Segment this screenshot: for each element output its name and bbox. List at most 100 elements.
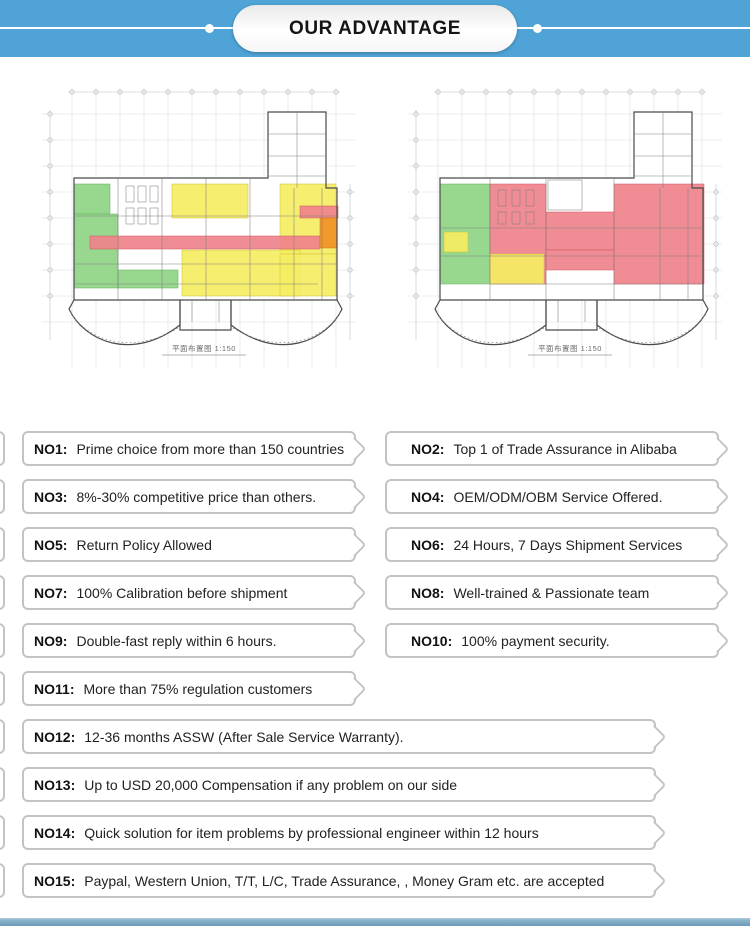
advantage-item-no2: NO2: Top 1 of Trade Assurance in Alibaba xyxy=(385,431,730,466)
advantage-item-no12: NO12: 12-36 months ASSW (After Sale Serv… xyxy=(22,719,667,754)
advantage-text: Top 1 of Trade Assurance in Alibaba xyxy=(453,440,677,457)
floor-plan-left: 平面布置图 1:150 xyxy=(42,88,356,368)
colon: : xyxy=(447,632,453,649)
advantage-number: NO11 xyxy=(34,680,70,697)
arrow-right-icon xyxy=(342,628,367,653)
advantage-number: NO15 xyxy=(34,872,71,889)
advantage-number: NO4 xyxy=(411,488,440,505)
arrow-right-icon xyxy=(705,580,730,605)
cutoff-box-fragment xyxy=(0,623,5,658)
advantage-text: Return Policy Allowed xyxy=(76,536,212,553)
arrow-right-icon xyxy=(642,868,667,893)
colon: : xyxy=(70,824,76,841)
dimension-markers xyxy=(413,89,719,340)
colon: : xyxy=(70,872,76,889)
advantage-item-no3: NO3: 8%-30% competitive price than other… xyxy=(22,479,367,514)
page-title: OUR ADVANTAGE xyxy=(288,17,462,39)
arrow-right-icon xyxy=(342,484,367,509)
advantage-text: Up to USD 20,000 Compensation if any pro… xyxy=(84,776,458,793)
plan-caption: 平面布置图 1:150 xyxy=(538,343,602,353)
footer-bar xyxy=(0,918,750,926)
advantage-item-no8: NO8: Well-trained & Passionate team xyxy=(385,575,730,610)
arrow-right-icon xyxy=(705,436,730,461)
colon: : xyxy=(439,488,445,505)
advantage-item-no13: NO13: Up to USD 20,000 Compensation if a… xyxy=(22,767,667,802)
advantage-banner: OUR ADVANTAGE xyxy=(0,0,750,57)
colon: : xyxy=(439,536,445,553)
colon: : xyxy=(70,728,76,745)
advantage-item-no1: NO1: Prime choice from more than 150 cou… xyxy=(22,431,367,466)
advantage-number: NO7 xyxy=(34,584,63,601)
arrow-right-icon xyxy=(705,532,730,557)
advantage-text: Double-fast reply within 6 hours. xyxy=(76,632,277,649)
advantage-text: 100% payment security. xyxy=(461,632,610,649)
entrance-fan-wings xyxy=(434,299,709,346)
highlight-zones xyxy=(439,179,705,285)
cutoff-box-fragment xyxy=(0,431,5,466)
arrow-right-icon xyxy=(342,580,367,605)
cutoff-box-fragment xyxy=(0,575,5,610)
advantage-item-no9: NO9: Double-fast reply within 6 hours. xyxy=(22,623,367,658)
highlight-zones xyxy=(73,183,339,297)
advantage-item-no6: NO6: 24 Hours, 7 Days Shipment Services xyxy=(385,527,730,562)
advantage-number: NO3 xyxy=(34,488,63,505)
room-partitions xyxy=(440,112,703,300)
cutoff-box-fragment xyxy=(0,671,5,706)
advantage-number: NO10 xyxy=(411,632,448,649)
advantage-number: NO9 xyxy=(34,632,63,649)
arrow-right-icon xyxy=(342,676,367,701)
advantage-text: 12-36 months ASSW (After Sale Service Wa… xyxy=(84,728,404,745)
advantage-item-no5: NO5: Return Policy Allowed xyxy=(22,527,367,562)
banner-dot-right xyxy=(533,24,542,33)
advantage-text: More than 75% regulation customers xyxy=(83,680,313,697)
advantage-text: OEM/ODM/OBM Service Offered. xyxy=(453,488,663,505)
arrow-right-icon xyxy=(342,436,367,461)
advantage-number: NO5 xyxy=(34,536,63,553)
cutoff-box-fragment xyxy=(0,863,5,898)
entrance-fan-wings xyxy=(68,299,343,346)
arrow-right-icon xyxy=(642,820,667,845)
cutoff-box-fragment xyxy=(0,767,5,802)
colon: : xyxy=(62,440,68,457)
advantage-text: Quick solution for item problems by prof… xyxy=(84,824,539,841)
advantage-text: 24 Hours, 7 Days Shipment Services xyxy=(453,536,683,553)
advantage-text: 100% Calibration before shipment xyxy=(76,584,288,601)
colon: : xyxy=(62,488,68,505)
advantage-number: NO8 xyxy=(411,584,440,601)
arrow-right-icon xyxy=(642,772,667,797)
cutoff-box-fragment xyxy=(0,815,5,850)
arrow-right-icon xyxy=(705,628,730,653)
cutoff-box-fragment xyxy=(0,527,5,562)
plan-caption: 平面布置图 1:150 xyxy=(172,343,236,353)
advantage-number: NO12 xyxy=(34,728,71,745)
colon: : xyxy=(439,440,445,457)
cutoff-box-fragment xyxy=(0,479,5,514)
advantage-item-no15: NO15: Paypal, Western Union, T/T, L/C, T… xyxy=(22,863,667,898)
floor-plan-right: 平面布置图 1:150 xyxy=(408,88,722,368)
colon: : xyxy=(62,536,68,553)
advantage-item-no10: NO10: 100% payment security. xyxy=(385,623,730,658)
advantage-text: Well-trained & Passionate team xyxy=(453,584,650,601)
advantage-number: NO13 xyxy=(34,776,71,793)
advantage-text: Prime choice from more than 150 countrie… xyxy=(76,440,345,457)
advantage-item-no4: NO4: OEM/ODM/OBM Service Offered. xyxy=(385,479,730,514)
advantage-item-no14: NO14: Quick solution for item problems b… xyxy=(22,815,667,850)
arrow-right-icon xyxy=(642,724,667,749)
banner-dot-left xyxy=(205,24,214,33)
colon: : xyxy=(69,680,75,697)
cutoff-box-fragment xyxy=(0,719,5,754)
colon: : xyxy=(62,632,68,649)
advantage-number: NO2 xyxy=(411,440,440,457)
advantage-number: NO14 xyxy=(34,824,71,841)
arrow-right-icon xyxy=(705,484,730,509)
colon: : xyxy=(439,584,445,601)
colon: : xyxy=(70,776,76,793)
banner-title-pill: OUR ADVANTAGE xyxy=(233,5,517,52)
advantage-text: 8%-30% competitive price than others. xyxy=(76,488,317,505)
advantage-number: NO6 xyxy=(411,536,440,553)
colon: : xyxy=(62,584,68,601)
advantage-item-no7: NO7: 100% Calibration before shipment xyxy=(22,575,367,610)
advantage-text: Paypal, Western Union, T/T, L/C, Trade A… xyxy=(84,872,605,889)
advantage-item-no11: NO11: More than 75% regulation customers xyxy=(22,671,367,706)
dimension-markers xyxy=(47,89,353,340)
